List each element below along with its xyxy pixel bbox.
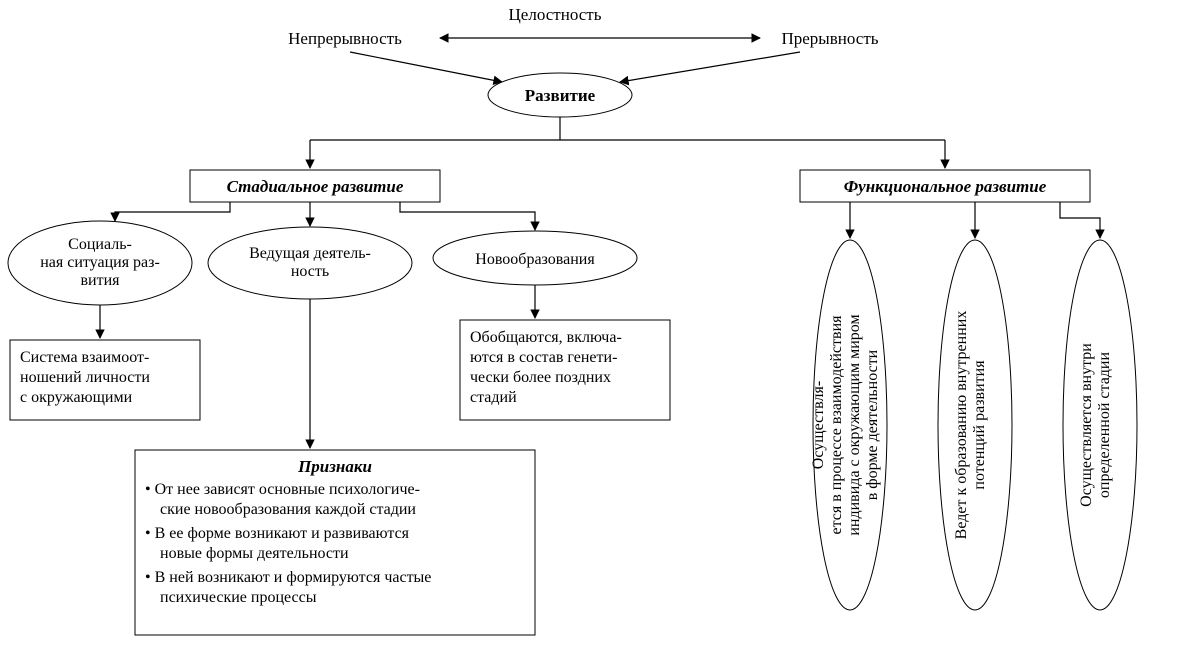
label-obobsh-4: стадий: [470, 389, 517, 406]
label-nepreryv: Непрерывность: [288, 29, 402, 48]
label-func: Функциональное развитие: [844, 177, 1047, 196]
label-vedush-1: Ведущая деятель-: [249, 245, 371, 262]
label-sistema-3: с окружающими: [20, 389, 133, 406]
func2-line: потенций развития: [971, 360, 988, 490]
func1-line: в форме деятельности: [864, 349, 881, 500]
priznaki-bullet-line: • В ее форме возникают и развиваются: [145, 525, 410, 542]
label-obobsh-1: Обобщаются, включа-: [470, 329, 622, 346]
label-obobsh-3: чески более поздних: [470, 369, 611, 386]
label-stadial: Стадиальное развитие: [227, 177, 404, 196]
edge-preryv-razvitie: [620, 52, 800, 82]
label-obobsh-2: ются в состав генети-: [470, 349, 617, 366]
func3-line: Осуществляется внутри: [1078, 343, 1095, 507]
label-sistema-2: ношений личности: [20, 369, 150, 386]
func1-line: индивида с окружающим миром: [846, 314, 863, 535]
label-sistema-1: Система взаимоот-: [20, 349, 149, 366]
priznaki-bullet-line: • От нее зависят основные психологиче-: [145, 481, 420, 498]
label-social-1: Социаль-: [68, 236, 132, 253]
label-preryv: Прерывность: [781, 29, 878, 48]
diagram-canvas: Целостность Непрерывность Прерывность Ра…: [0, 0, 1186, 665]
func3-line: определенной стадии: [1096, 352, 1113, 499]
priznaki-bullet-line: психические процессы: [160, 589, 317, 606]
label-vedush-2: ность: [291, 263, 329, 280]
label-razvitie: Развитие: [525, 86, 596, 105]
func1-line: Осуществля-: [810, 381, 827, 469]
label-social-3: вития: [80, 272, 120, 289]
label-novoobr: Новообразования: [475, 251, 595, 268]
priznaki-bullet-line: • В ней возникают и формируются частые: [145, 569, 431, 586]
label-priznaki-title: Признаки: [297, 457, 372, 476]
edge-nepreryv-razvitie: [350, 52, 502, 82]
edge-stadial-social: [115, 202, 230, 221]
edge-stadial-novoobr: [400, 202, 535, 230]
priznaki-bullet-line: ские новообразования каждой стадии: [160, 501, 416, 518]
priznaki-bullet-line: новые формы деятельности: [160, 545, 349, 562]
edge-func-3: [1060, 202, 1100, 238]
func1-line: ется в процессе взаимодействия: [828, 315, 845, 535]
label-social-2: ная ситуация раз-: [40, 254, 160, 271]
label-celostnost: Целостность: [509, 5, 602, 24]
node-priznaki: [135, 450, 535, 635]
func2-line: Ведет к образованию внутренних: [953, 311, 970, 540]
